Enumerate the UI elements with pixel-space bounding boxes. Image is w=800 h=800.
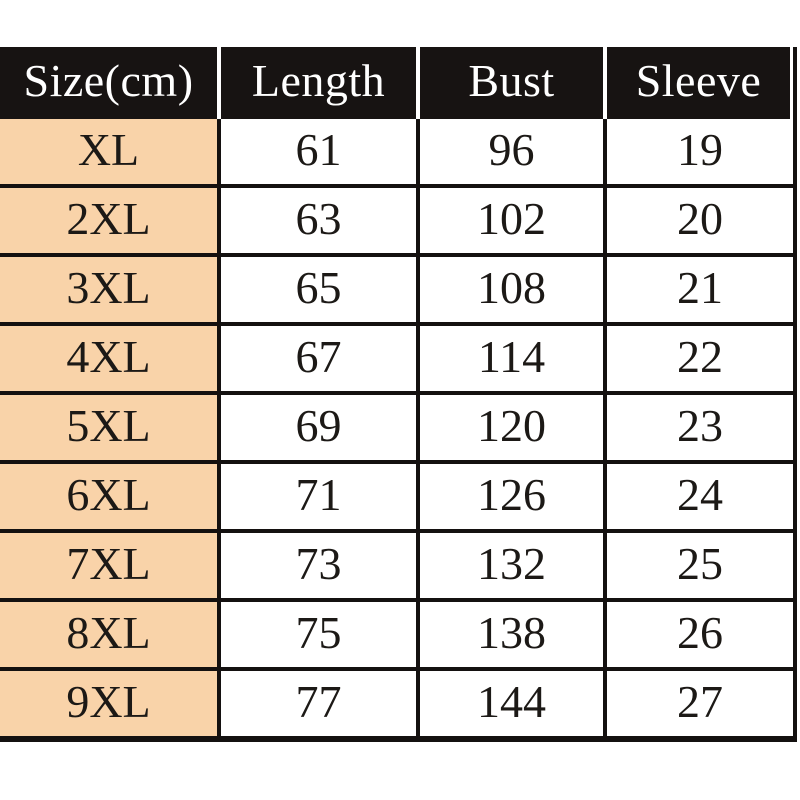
size-cell: 4XL: [0, 326, 217, 391]
table-body: XL 61 96 19 2XL 63 102 20 3XL 65 108 21 …: [0, 119, 793, 736]
length-cell: 69: [221, 395, 416, 460]
column-header-size: Size(cm): [0, 47, 217, 119]
column-header-bust: Bust: [420, 47, 603, 119]
sleeve-cell: 26: [607, 602, 793, 667]
bust-cell: 138: [420, 602, 603, 667]
bust-cell: 114: [420, 326, 603, 391]
sleeve-cell: 23: [607, 395, 793, 460]
bust-cell: 144: [420, 671, 603, 736]
length-cell: 67: [221, 326, 416, 391]
size-cell: 7XL: [0, 533, 217, 598]
length-cell: 65: [221, 257, 416, 322]
size-cell: 8XL: [0, 602, 217, 667]
bust-cell: 96: [420, 119, 603, 184]
sleeve-cell: 24: [607, 464, 793, 529]
column-header-length: Length: [221, 47, 416, 119]
length-cell: 61: [221, 119, 416, 184]
size-cell: 6XL: [0, 464, 217, 529]
sleeve-cell: 19: [607, 119, 793, 184]
size-cell: XL: [0, 119, 217, 184]
length-cell: 73: [221, 533, 416, 598]
sleeve-cell: 21: [607, 257, 793, 322]
sleeve-cell: 22: [607, 326, 793, 391]
bust-cell: 102: [420, 188, 603, 253]
size-cell: 5XL: [0, 395, 217, 460]
size-chart-table: Size(cm) Length Bust Sleeve XL 61 96 19 …: [0, 47, 797, 742]
length-cell: 71: [221, 464, 416, 529]
bust-cell: 120: [420, 395, 603, 460]
sleeve-cell: 20: [607, 188, 793, 253]
size-cell: 3XL: [0, 257, 217, 322]
size-cell: 9XL: [0, 671, 217, 736]
length-cell: 77: [221, 671, 416, 736]
size-cell: 2XL: [0, 188, 217, 253]
table-header-row: Size(cm) Length Bust Sleeve: [0, 47, 793, 119]
length-cell: 63: [221, 188, 416, 253]
length-cell: 75: [221, 602, 416, 667]
sleeve-cell: 25: [607, 533, 793, 598]
bust-cell: 126: [420, 464, 603, 529]
column-header-sleeve: Sleeve: [607, 47, 790, 119]
bust-cell: 132: [420, 533, 603, 598]
bust-cell: 108: [420, 257, 603, 322]
sleeve-cell: 27: [607, 671, 793, 736]
